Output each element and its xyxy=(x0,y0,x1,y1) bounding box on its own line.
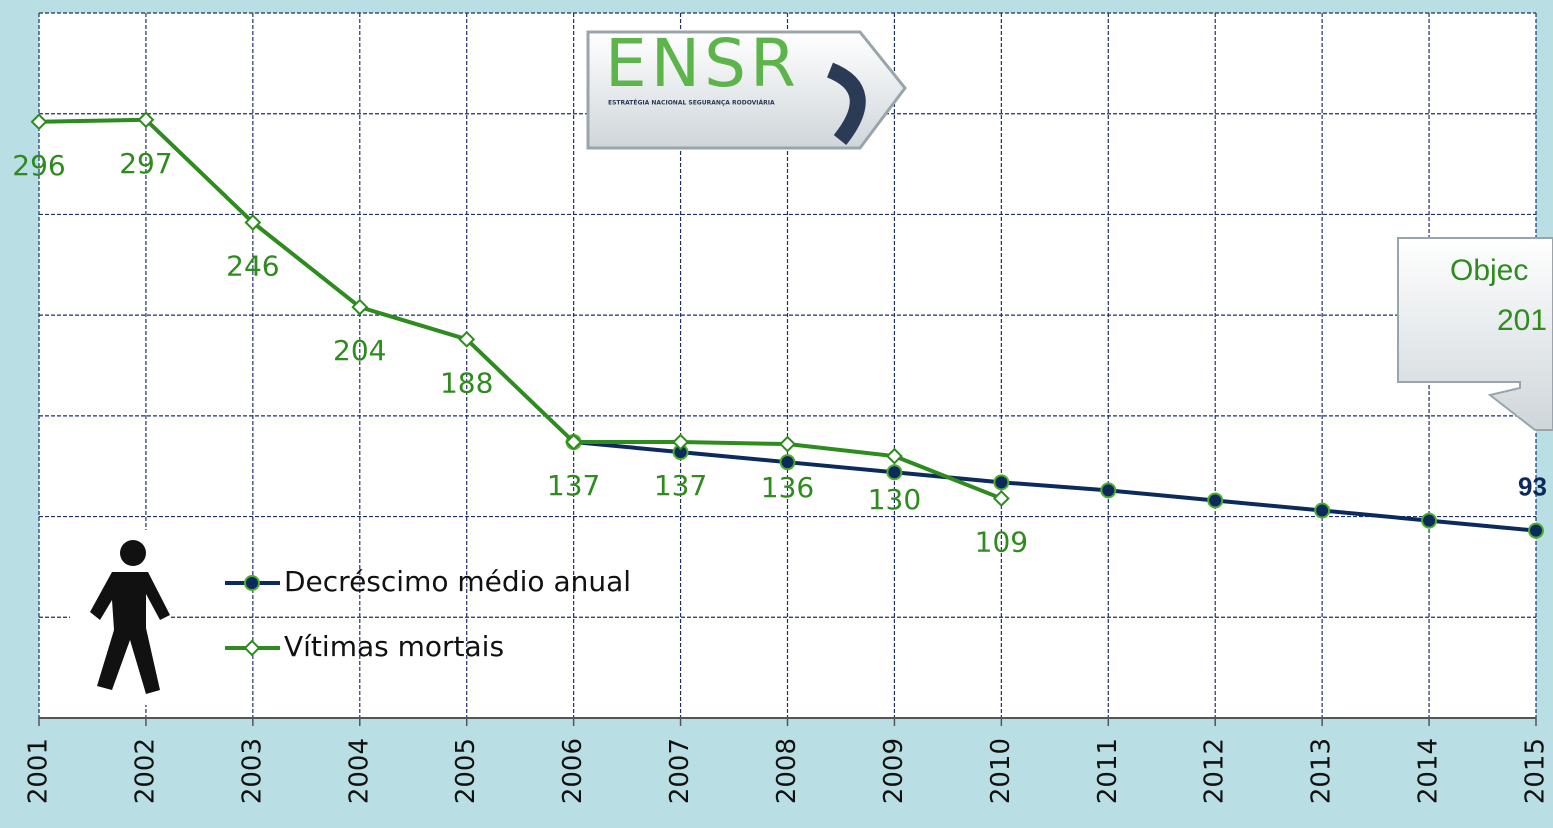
data-point xyxy=(886,464,903,481)
pedestrian-icon xyxy=(70,530,170,705)
x-tick-label: 2010 xyxy=(986,738,1016,804)
data-point xyxy=(137,111,155,129)
callout-shape xyxy=(1397,237,1553,431)
data-label: 296 xyxy=(12,149,65,182)
data-point xyxy=(993,474,1010,491)
legend-label: Decréscimo médio anual xyxy=(284,565,631,598)
legend-marker xyxy=(243,639,261,657)
data-label: 109 xyxy=(975,525,1028,558)
data-point xyxy=(886,447,903,465)
data-point xyxy=(458,330,476,348)
logo-subtitle: ESTRATÉGIA NACIONAL SEGURANÇA RODOVIÁRIA xyxy=(608,99,775,107)
icon-body xyxy=(90,572,170,694)
legend-item: Decréscimo médio anual xyxy=(225,565,631,598)
x-tick-label: 2006 xyxy=(558,738,588,804)
data-point xyxy=(1314,502,1331,519)
legend-item: Vítimas mortais xyxy=(225,630,504,663)
data-point xyxy=(992,490,1010,507)
x-tick-label: 2007 xyxy=(665,738,695,804)
legend-label: Vítimas mortais xyxy=(284,630,504,663)
x-tick-label: 2013 xyxy=(1307,738,1337,804)
logo-title: ENSR xyxy=(605,25,800,102)
x-tick-label: 2012 xyxy=(1200,738,1230,804)
data-point xyxy=(779,435,796,453)
logo-road xyxy=(826,62,866,145)
data-label: 137 xyxy=(547,469,600,502)
data-point xyxy=(672,433,689,451)
logo: ENSR ESTRATÉGIA NACIONAL SEGURANÇA RODOV… xyxy=(586,25,907,150)
data-label: 204 xyxy=(333,334,386,367)
data-label: 246 xyxy=(226,249,279,282)
x-tick-label: 2003 xyxy=(237,738,267,804)
series: 296 297 246 204 188 137 137 136 130 109 xyxy=(12,111,1028,558)
legend-marker xyxy=(244,575,260,591)
x-tick-label: 2004 xyxy=(344,738,374,804)
data-point xyxy=(351,298,369,316)
x-tick-label: 2009 xyxy=(879,738,909,804)
x-tick-label: 2015 xyxy=(1521,738,1551,804)
data-point xyxy=(1421,512,1438,529)
callout-text: Objec xyxy=(1450,254,1528,287)
icon-head xyxy=(120,540,146,566)
data-point xyxy=(779,454,796,471)
x-tick-label: 2014 xyxy=(1414,738,1444,804)
data-label: 297 xyxy=(119,147,172,180)
callout-text: 201 xyxy=(1497,304,1547,337)
data-label: 93 xyxy=(1518,472,1547,502)
data-label: 130 xyxy=(868,483,921,516)
data-point xyxy=(30,113,48,131)
data-label: 137 xyxy=(654,469,707,502)
logo-frame xyxy=(586,30,907,150)
data-point xyxy=(244,214,262,231)
data-point xyxy=(1207,492,1224,509)
x-tick-label: 2008 xyxy=(772,738,802,804)
series-line xyxy=(38,117,1003,501)
callout: Objec 201 xyxy=(1397,237,1553,431)
data-point xyxy=(1100,482,1117,499)
data-label: 136 xyxy=(761,471,814,504)
x-tick-label: 2011 xyxy=(1093,738,1123,804)
data-point xyxy=(1528,522,1544,539)
series: 93 xyxy=(565,434,1547,539)
data-point xyxy=(565,433,583,451)
data-label: 188 xyxy=(440,366,493,399)
x-tick-label: 2005 xyxy=(451,738,481,804)
series-line xyxy=(573,440,1537,533)
x-tick-label: 2001 xyxy=(24,738,54,804)
x-tick-label: 2002 xyxy=(130,738,160,804)
